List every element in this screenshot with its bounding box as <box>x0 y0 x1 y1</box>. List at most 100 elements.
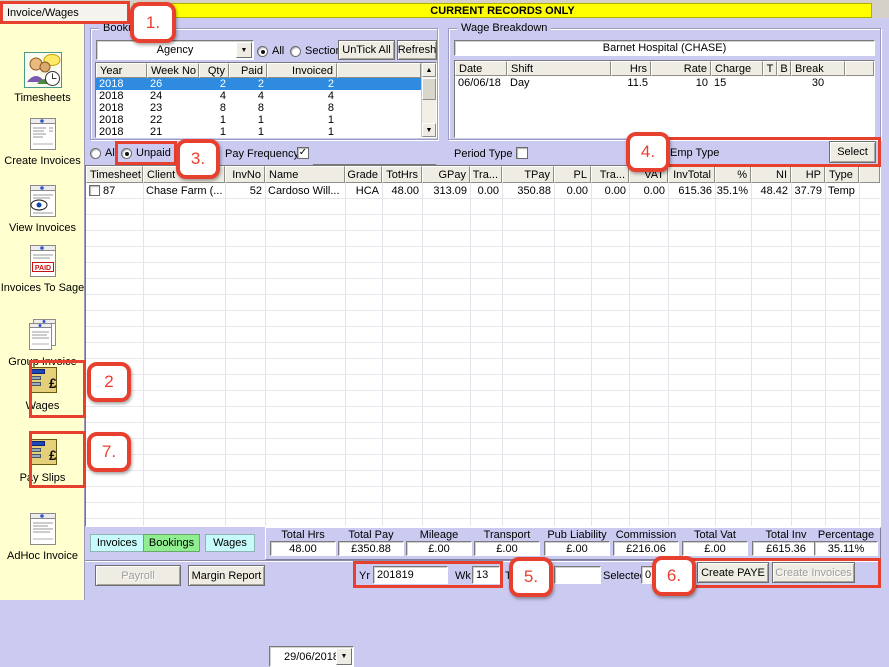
total-label: Total Inv <box>765 529 807 541</box>
date-dropdown[interactable]: 29/06/2018 ▼ <box>269 646 354 667</box>
sidebar-item-group-invoice[interactable]: Group Invoice <box>0 318 85 368</box>
sidebar: Timesheets Create Invoices View Invoices… <box>0 18 85 600</box>
radio-filter-all[interactable]: All <box>90 147 117 159</box>
total-label: Total Pay <box>348 529 394 541</box>
bookings-row[interactable]: 2018 21 1 1 1 <box>99 126 334 138</box>
column-header: TotHrs <box>382 166 422 183</box>
yr-label: Yr <box>359 570 370 582</box>
wage-breakdown-group: Wage Breakdown <box>448 22 881 140</box>
sidebar-item-timesheets[interactable]: Timesheets <box>0 52 85 104</box>
bookings-row[interactable]: 2018 23 8 8 8 <box>99 102 334 114</box>
bookings-row[interactable]: 2018 22 1 1 1 <box>99 114 334 126</box>
refresh-button[interactable]: Refresh <box>397 40 437 60</box>
create-paye-button[interactable]: Create PAYE <box>697 562 769 583</box>
sidebar-item-label: View Invoices <box>8 222 77 234</box>
invoice-wages-tab-label: Invoice/Wages <box>7 6 79 19</box>
column-header: Charge <box>711 61 763 76</box>
column-header: Break <box>791 61 845 76</box>
commission-field: £216.06 <box>613 541 679 556</box>
radio-section[interactable]: Section <box>290 45 342 57</box>
yr-field[interactable]: 201819 <box>373 566 448 584</box>
column-header: Qty <box>199 63 229 78</box>
total-label: Mileage <box>419 529 459 541</box>
selected-label: Selected <box>603 570 646 582</box>
tab-wages[interactable]: Wages <box>205 534 255 552</box>
hospital-field: Barnet Hospital (CHASE) <box>454 40 875 56</box>
wk-field[interactable]: 13 <box>472 566 500 584</box>
select-button[interactable]: Select <box>829 141 876 163</box>
callout-5: 5. <box>509 557 553 597</box>
grid-header: Timesheet Client InvNo Name Grade TotHrs… <box>86 166 880 183</box>
bookings-row-selected[interactable]: 2018 26 2 2 2 <box>96 78 436 90</box>
column-header: Grade <box>345 166 382 183</box>
pay-frequency-checkbox[interactable]: ✓ <box>297 147 309 159</box>
sidebar-item-invoices-to-sage[interactable]: PAID Invoices To Sage <box>0 244 85 294</box>
radio-icon[interactable] <box>90 147 101 159</box>
chevron-down-icon[interactable]: ▼ <box>236 42 252 58</box>
pub-liability-field: £.00 <box>544 541 610 556</box>
column-header: InvNo <box>225 166 265 183</box>
sidebar-item-label: Timesheets <box>14 92 71 104</box>
create-invoices-button[interactable]: Create Invoices <box>772 562 855 583</box>
view-invoices-icon <box>28 185 58 221</box>
scrollbar-thumb[interactable] <box>422 78 436 100</box>
total-label: Pub Liability <box>547 529 607 541</box>
row-checkbox[interactable] <box>89 185 100 196</box>
pay-frequency-label: Pay Frequency <box>225 148 299 160</box>
wage-row[interactable]: 06/06/18 Day 11.5 10 15 30 <box>458 77 825 89</box>
column-header: GPay <box>422 166 470 183</box>
radio-icon[interactable] <box>121 147 132 159</box>
invoices-to-sage-icon: PAID <box>28 245 58 281</box>
column-header: HP <box>791 166 825 183</box>
column-header: Tra... <box>591 166 629 183</box>
emp-type-label: Emp Type <box>668 147 722 159</box>
total-hrs-field: 48.00 <box>270 541 336 556</box>
scroll-up-icon[interactable]: ▲ <box>422 63 436 77</box>
payroll-button[interactable]: Payroll <box>95 565 181 586</box>
sidebar-item-label: Invoices To Sage <box>0 282 85 294</box>
column-header: Invoiced <box>267 63 337 78</box>
bookings-row[interactable]: 2018 24 4 4 4 <box>99 90 334 102</box>
total-inv-field: £615.36 <box>752 541 820 556</box>
sidebar-item-pay-slips[interactable]: £ Pay Slips <box>0 436 85 484</box>
scroll-down-icon[interactable]: ▼ <box>422 123 436 137</box>
period-type-checkbox[interactable] <box>516 147 528 159</box>
radio-all-top[interactable]: All <box>257 45 284 57</box>
bookings-table: Year Week No Qty Paid Invoiced 2018 26 2… <box>95 62 437 138</box>
chevron-down-icon[interactable]: ▼ <box>336 648 352 665</box>
svg-text:PAID: PAID <box>34 265 50 272</box>
sidebar-item-create-invoices[interactable]: Create Invoices <box>0 117 85 167</box>
invoice-wages-tab[interactable]: Invoice/Wages <box>0 1 130 24</box>
sidebar-item-label: Pay Slips <box>19 472 66 484</box>
pay-slips-icon: £ <box>28 439 58 471</box>
timesheets-grid: Timesheet Client InvNo Name Grade TotHrs… <box>85 165 881 527</box>
svg-text:£: £ <box>49 447 57 463</box>
radio-icon[interactable] <box>257 45 268 57</box>
unlabeled-field[interactable] <box>554 566 601 584</box>
timesheet-row[interactable]: 87 Chase Farm (... 52 Cardoso Will... HC… <box>86 183 880 198</box>
create-invoices-icon <box>28 118 58 154</box>
column-header: Type <box>825 166 859 183</box>
wk-label: Wk <box>455 570 471 582</box>
sidebar-item-wages[interactable]: £ Wages <box>0 364 85 412</box>
column-header: Week No <box>147 63 199 78</box>
bookings-scrollbar[interactable]: ▲ ▼ <box>421 63 436 137</box>
agency-dropdown[interactable]: Agency ▼ <box>96 40 254 60</box>
column-header: Date <box>455 61 507 76</box>
total-label: Percentage <box>817 529 875 541</box>
sidebar-item-view-invoices[interactable]: View Invoices <box>0 184 85 234</box>
tab-invoices[interactable]: Invoices <box>90 534 144 552</box>
radio-icon[interactable] <box>290 45 301 57</box>
column-header: Tra... <box>470 166 502 183</box>
adhoc-invoice-icon <box>28 513 58 549</box>
tab-bookings[interactable]: Bookings <box>143 534 200 552</box>
margin-report-button[interactable]: Margin Report <box>188 565 265 586</box>
radio-filter-unpaid[interactable]: Unpaid <box>121 147 171 159</box>
column-header: Year <box>96 63 147 78</box>
mileage-field: £.00 <box>406 541 472 556</box>
column-header: Timesheet <box>86 166 143 183</box>
untick-all-button[interactable]: UnTick All <box>338 40 395 60</box>
sidebar-item-adhoc-invoice[interactable]: AdHoc Invoice <box>0 512 85 562</box>
column-header: TPay <box>502 166 554 183</box>
